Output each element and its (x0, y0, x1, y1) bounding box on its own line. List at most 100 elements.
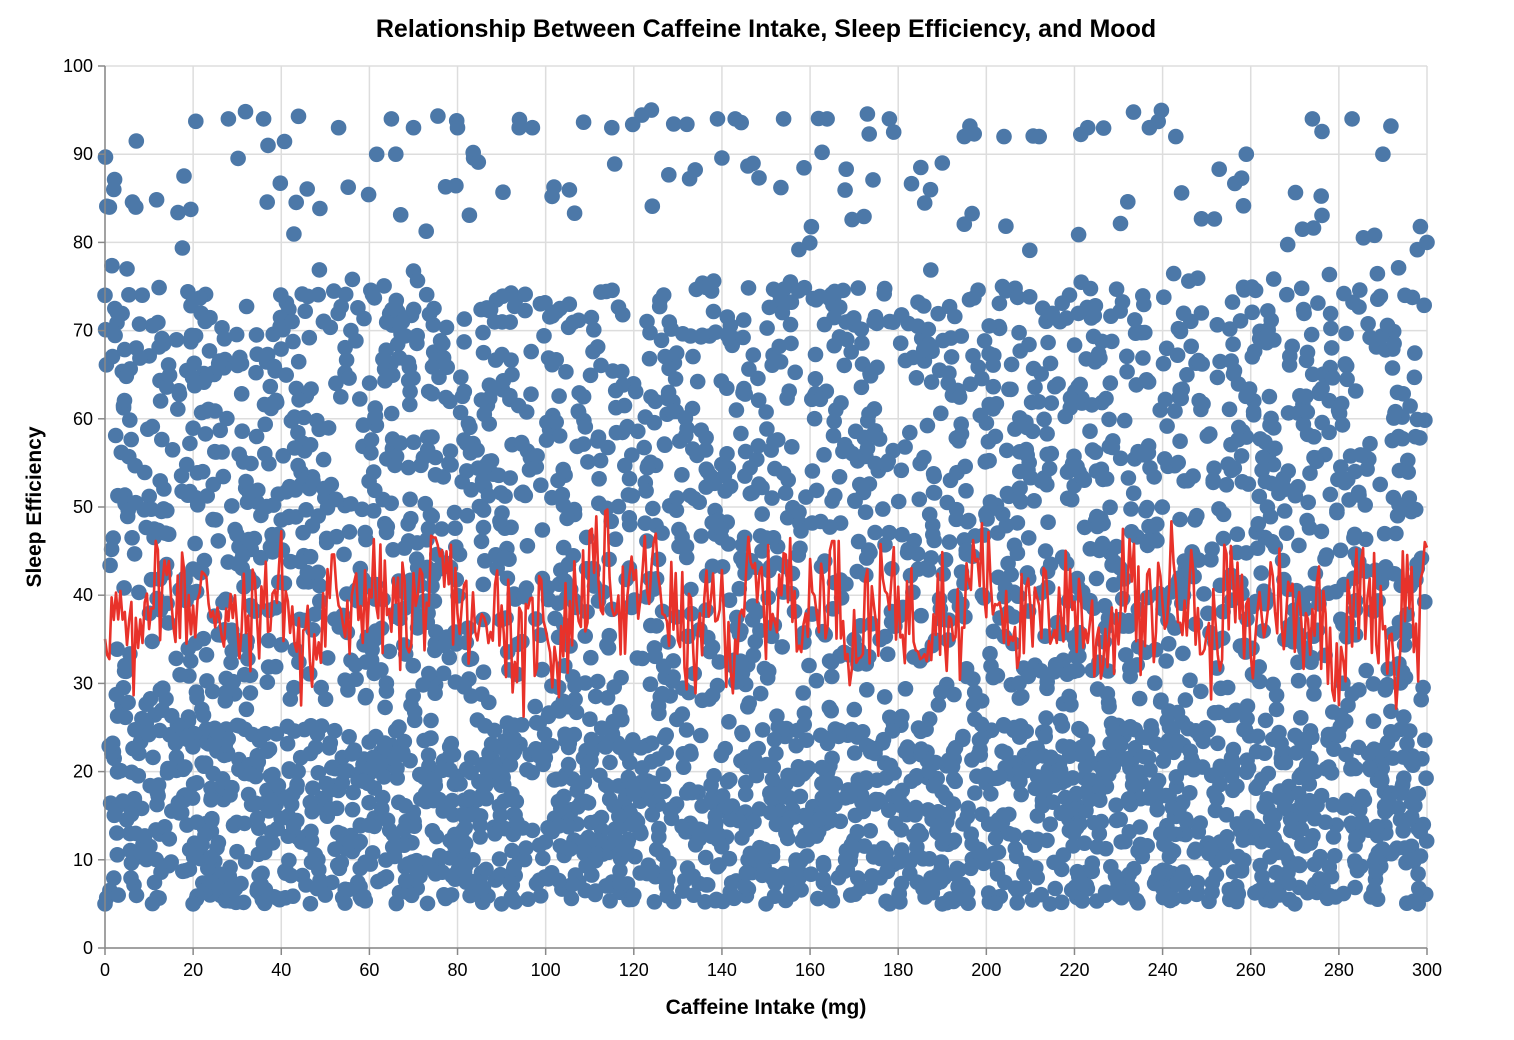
scatter-point (847, 493, 863, 510)
scatter-point (534, 522, 551, 538)
y-tick-label: 20 (73, 762, 93, 782)
scatter-point (1125, 485, 1142, 502)
scatter-point (1079, 733, 1096, 749)
scatter-point (405, 301, 422, 318)
scatter-point (364, 642, 380, 658)
scatter-point (248, 428, 265, 445)
scatter-point (423, 730, 439, 746)
scatter-point (269, 890, 286, 907)
scatter-point (828, 402, 844, 418)
scatter-point (1313, 188, 1329, 204)
scatter-point (212, 422, 228, 439)
scatter-point (849, 563, 866, 580)
scatter-point (827, 487, 843, 504)
scatter-point (250, 754, 267, 770)
scatter-point (432, 333, 449, 349)
scatter-point (923, 550, 939, 566)
scatter-point (405, 657, 422, 674)
scatter-point (312, 200, 328, 217)
scatter-point (674, 529, 690, 545)
scatter-point (814, 144, 830, 161)
scatter-point (1295, 301, 1312, 318)
scatter-point (1304, 111, 1321, 127)
scatter-point (790, 283, 807, 299)
scatter-point (475, 576, 492, 593)
scatter-point (1094, 535, 1111, 552)
scatter-point (1278, 846, 1294, 863)
scatter-point (151, 279, 167, 296)
scatter-point (1254, 771, 1270, 788)
scatter-point (152, 682, 169, 698)
scatter-point (505, 745, 522, 762)
scatter-point (281, 852, 297, 869)
scatter-point (435, 665, 452, 682)
scatter-point (495, 373, 512, 389)
scatter-point (711, 857, 727, 873)
scatter-point (128, 133, 145, 149)
scatter-point (499, 570, 516, 587)
scatter-point (1167, 620, 1183, 636)
scatter-point (1101, 411, 1117, 428)
scatter-point (1141, 518, 1157, 535)
scatter-point (576, 774, 593, 790)
scatter-point (1020, 462, 1036, 478)
scatter-point (1244, 279, 1260, 295)
scatter-point (867, 524, 883, 541)
scatter-point (722, 318, 739, 334)
scatter-point (1132, 819, 1148, 835)
scatter-point (475, 324, 491, 341)
scatter-point (1003, 566, 1019, 583)
scatter-point (1339, 371, 1355, 388)
scatter-point (604, 282, 620, 299)
scatter-point (137, 846, 153, 862)
scatter-point (860, 542, 877, 558)
scatter-point (523, 386, 539, 403)
scatter-point (1149, 532, 1165, 549)
scatter-point (1073, 274, 1089, 291)
scatter-point (1061, 748, 1078, 764)
scatter-point (1300, 494, 1316, 511)
scatter-point (612, 862, 628, 879)
scatter-point (413, 791, 429, 807)
scatter-point (1267, 440, 1283, 457)
scatter-point (397, 872, 414, 889)
scatter-point (1038, 710, 1054, 726)
scatter-point (692, 727, 709, 744)
scatter-point (544, 188, 560, 205)
scatter-point (623, 816, 640, 833)
scatter-point (734, 726, 751, 743)
scatter-point (363, 432, 380, 448)
scatter-point (438, 319, 455, 336)
scatter-point (275, 448, 292, 464)
scatter-point (1182, 672, 1198, 689)
scatter-point (531, 837, 548, 853)
scatter-point (290, 457, 306, 474)
x-tick-label: 20 (183, 960, 203, 980)
scatter-point (865, 172, 881, 188)
scatter-point (638, 483, 654, 499)
scatter-point (164, 442, 181, 458)
scatter-point (220, 111, 237, 127)
scatter-point (837, 852, 854, 868)
scatter-point (823, 654, 840, 670)
scatter-point (982, 645, 998, 662)
scatter-point (1019, 447, 1035, 464)
scatter-point (1190, 552, 1207, 568)
x-tick: 160 (795, 948, 825, 980)
scatter-point (1193, 683, 1209, 700)
scatter-point (480, 488, 497, 504)
scatter-point (606, 679, 622, 695)
scatter-point (224, 498, 240, 514)
scatter-point (300, 288, 316, 305)
scatter-point (808, 672, 825, 689)
scatter-point (438, 389, 454, 406)
scatter-point (383, 111, 400, 127)
scatter-point (225, 673, 241, 690)
scatter-point (1412, 848, 1429, 864)
scatter-point (262, 378, 279, 395)
scatter-point (1225, 741, 1242, 758)
scatter-point (780, 768, 797, 784)
scatter-point (279, 789, 296, 805)
scatter-point (839, 331, 855, 348)
x-tick: 280 (1324, 948, 1354, 980)
